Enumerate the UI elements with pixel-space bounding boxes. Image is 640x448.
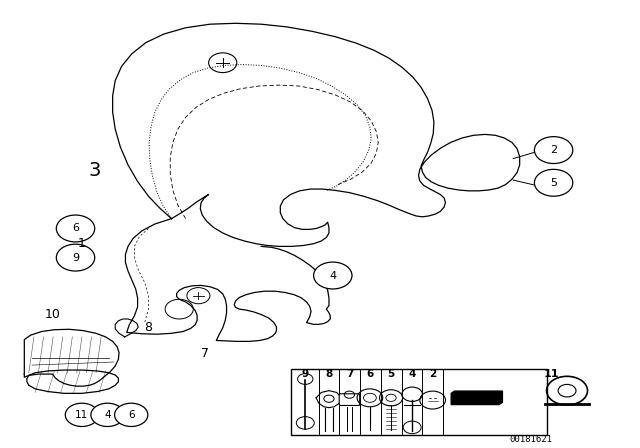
Circle shape <box>56 244 95 271</box>
Text: 4: 4 <box>408 369 416 379</box>
Text: 9: 9 <box>301 369 309 379</box>
Circle shape <box>65 403 99 426</box>
Text: 9: 9 <box>72 253 79 263</box>
Text: 11: 11 <box>76 410 88 420</box>
Text: 2: 2 <box>550 145 557 155</box>
Bar <box>291 369 547 435</box>
Text: 1: 1 <box>77 237 85 250</box>
Text: 6: 6 <box>128 410 134 420</box>
Text: 6: 6 <box>366 369 374 379</box>
Circle shape <box>534 169 573 196</box>
Text: 5: 5 <box>387 369 395 379</box>
Text: 7: 7 <box>201 347 209 361</box>
Circle shape <box>534 137 573 164</box>
Text: 11: 11 <box>544 369 559 379</box>
Text: 3: 3 <box>88 161 101 180</box>
Text: 2: 2 <box>429 369 436 379</box>
Text: 4: 4 <box>329 271 337 280</box>
Text: 8: 8 <box>145 321 152 335</box>
Circle shape <box>91 403 124 426</box>
Circle shape <box>314 262 352 289</box>
Text: 4: 4 <box>104 410 111 420</box>
Polygon shape <box>451 391 502 405</box>
FancyBboxPatch shape <box>339 394 360 405</box>
Text: 00181621: 00181621 <box>509 435 553 444</box>
Text: 8: 8 <box>325 369 333 379</box>
Text: 6: 6 <box>72 224 79 233</box>
Circle shape <box>56 215 95 242</box>
Text: 10: 10 <box>45 308 60 321</box>
Text: 5: 5 <box>550 178 557 188</box>
Text: 7: 7 <box>346 369 353 379</box>
Circle shape <box>115 403 148 426</box>
